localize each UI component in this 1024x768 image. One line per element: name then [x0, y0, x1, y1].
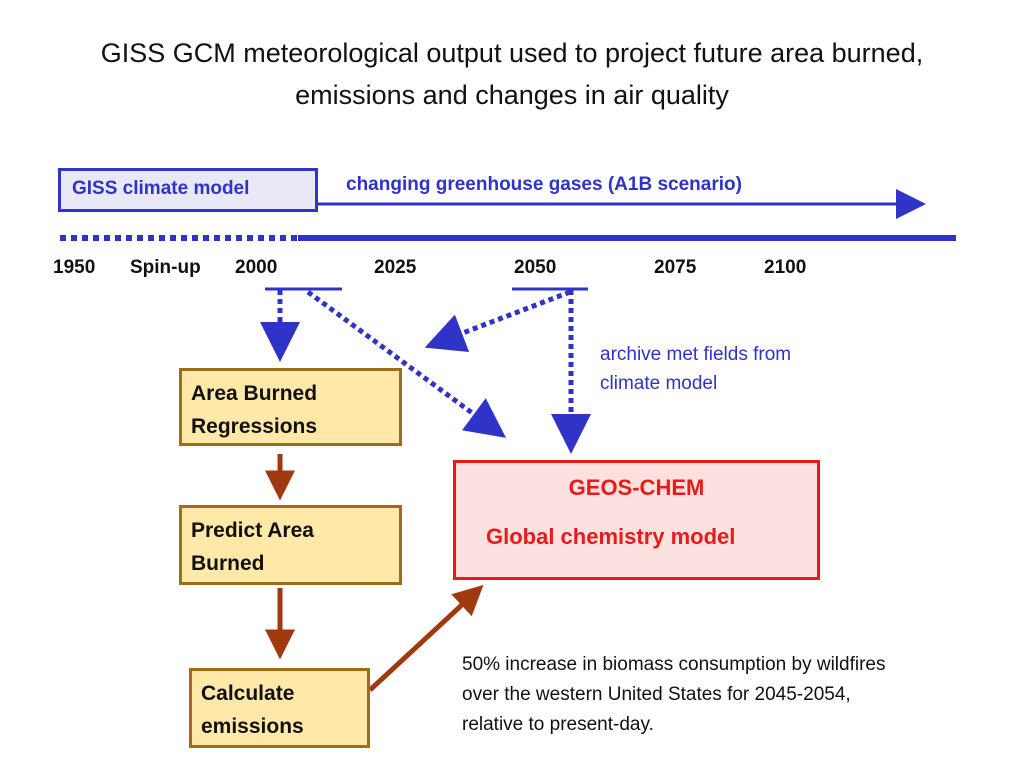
archive-line-2: climate model: [600, 373, 718, 394]
geos-chem-subtitle: Global chemistry model: [486, 524, 736, 549]
geos-chem-box: GEOS-CHEM Global chemistry model: [453, 460, 820, 580]
note-line-1: 50% increase in biomass consumption by w…: [462, 654, 886, 675]
year-2075: 2075: [654, 257, 697, 278]
calculate-emissions-box: Calculate emissions: [189, 668, 370, 748]
slide-title: GISS GCM meteorological output used to p…: [0, 32, 1024, 116]
area-burned-regressions-box: Area Burned Regressions: [179, 368, 402, 446]
result-note: 50% increase in biomass consumption by w…: [462, 650, 885, 740]
predict-line-1: Predict Area: [191, 519, 314, 542]
emissions-line-2: emissions: [201, 715, 304, 738]
year-2000: 2000: [235, 257, 278, 278]
year-1950: 1950: [53, 257, 96, 278]
predict-line-2: Burned: [191, 552, 265, 575]
note-line-2: over the western United States for 2045-…: [462, 684, 851, 705]
arrow-2000-to-geoschem: [306, 289, 507, 438]
geos-chem-title: GEOS-CHEM: [568, 475, 705, 500]
arrow-emissions-to-geoschem: [368, 584, 484, 692]
title-line-1: GISS GCM meteorological output used to p…: [100, 38, 924, 68]
giss-climate-model-box: GISS climate model: [58, 168, 318, 212]
scenario-label: changing greenhouse gases (A1B scenario): [346, 174, 742, 195]
year-2100: 2100: [764, 257, 807, 278]
predict-area-burned-box: Predict Area Burned: [179, 505, 402, 585]
area-burned-line-1: Area Burned: [191, 382, 318, 405]
archive-label: archive met fields from climate model: [600, 340, 791, 398]
arrow-2050-to-regressions: [424, 289, 571, 352]
year-2050: 2050: [514, 257, 557, 278]
giss-climate-model-label: GISS climate model: [72, 178, 250, 199]
archive-line-1: archive met fields from: [600, 344, 792, 365]
year-spin-up: Spin-up: [130, 257, 201, 278]
note-line-3: relative to present-day.: [462, 714, 654, 735]
emissions-line-1: Calculate: [201, 682, 295, 705]
area-burned-line-2: Regressions: [191, 415, 318, 438]
title-line-2: emissions and changes in air quality: [295, 80, 729, 110]
year-2025: 2025: [374, 257, 417, 278]
